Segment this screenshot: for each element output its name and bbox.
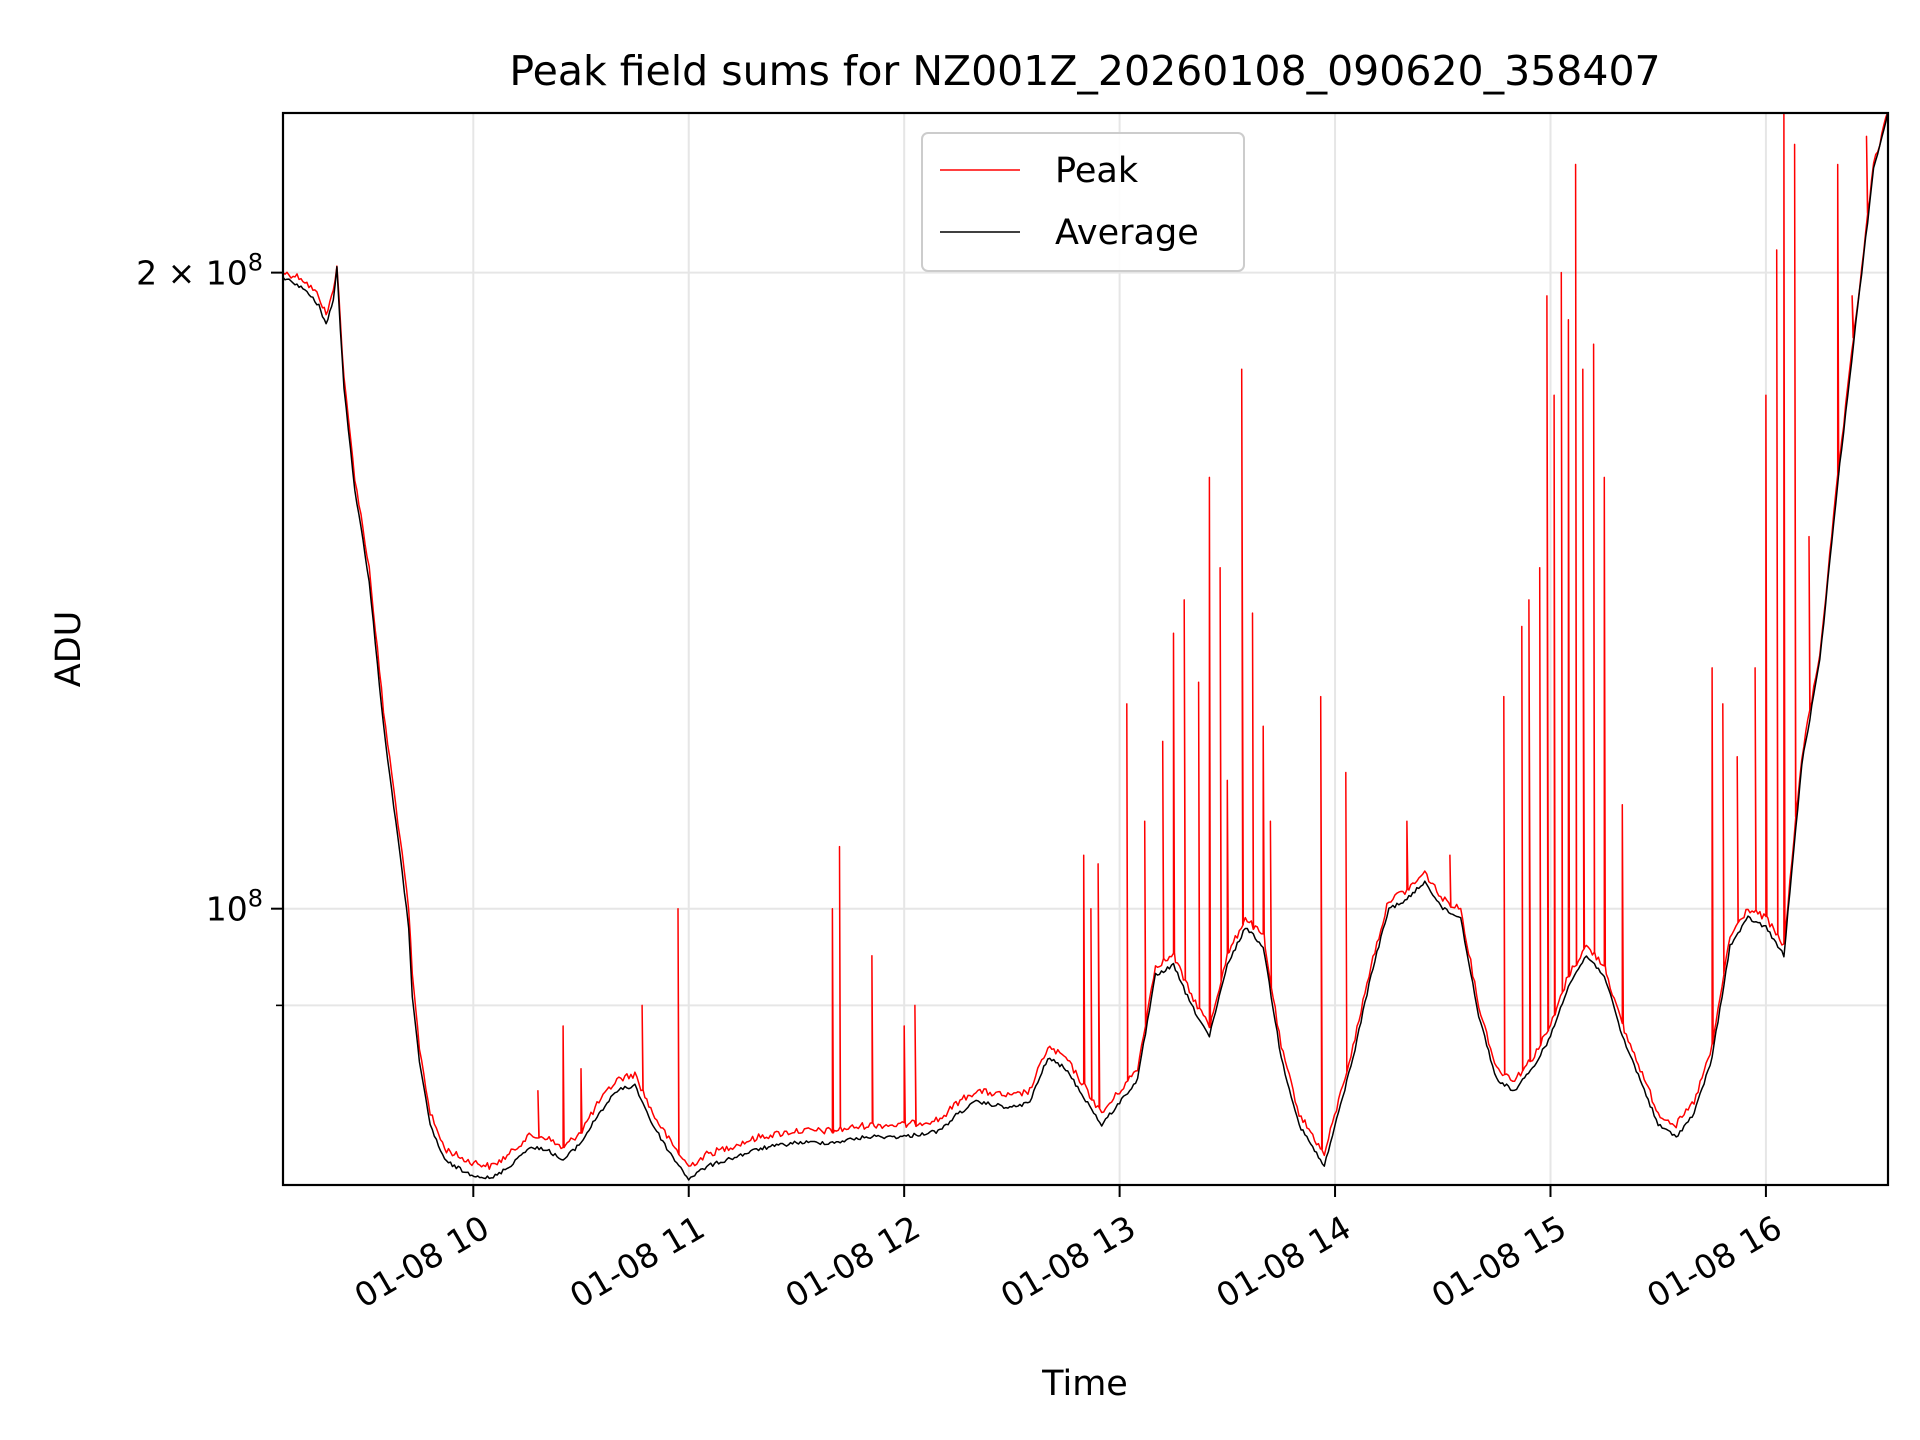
y-tick-label-exponent: 8	[248, 249, 263, 277]
y-tick-label: 2 × 108	[136, 249, 263, 293]
chart-title: Peak field sums for NZ001Z_20260108_0906…	[509, 47, 1660, 95]
series-layer	[283, 113, 1888, 1181]
legend-box	[921, 132, 1245, 272]
grid	[283, 113, 1888, 1185]
y-tick-label: 108	[206, 885, 263, 929]
plot-frame	[281, 111, 1890, 1187]
y-axis-label: ADU	[49, 611, 89, 688]
y-tick-label-exponent: 8	[248, 885, 263, 913]
legend-label-average: Average	[1055, 213, 1199, 253]
legend: Peak Average	[921, 132, 1245, 272]
legend-label-peak: Peak	[1055, 151, 1139, 191]
series-line-average	[283, 113, 1888, 1181]
y-tick-label-base: 10	[206, 890, 248, 929]
series-line-peak	[283, 113, 1888, 1170]
y-tick-label-base: 2 × 10	[136, 254, 248, 293]
x-axis-label: Time	[1041, 1364, 1128, 1404]
